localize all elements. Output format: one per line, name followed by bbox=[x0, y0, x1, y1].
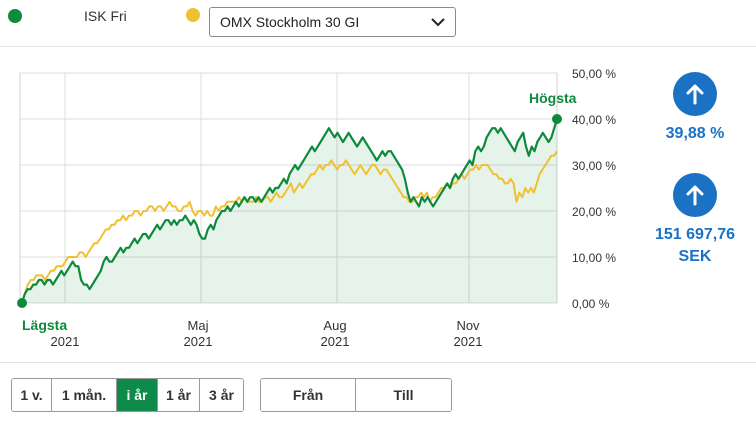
series-1-area bbox=[22, 119, 557, 303]
y-tick-label: 30,00 % bbox=[572, 159, 616, 173]
legend-series-1[interactable]: ISK Fri bbox=[8, 8, 127, 24]
x-tick-year: 2021 bbox=[184, 334, 213, 349]
index-select-value: OMX Stockholm 30 GI bbox=[220, 14, 360, 30]
index-select[interactable]: OMX Stockholm 30 GI bbox=[209, 7, 456, 37]
legend-series-2 bbox=[186, 8, 200, 22]
low-annotation: Lägsta bbox=[22, 317, 67, 333]
x-tick-year: 2021 bbox=[454, 334, 483, 349]
legend-series-1-label: ISK Fri bbox=[84, 8, 127, 24]
x-tick-year: 2021 bbox=[321, 334, 350, 349]
x-tick-month: Maj bbox=[188, 318, 209, 333]
range-button-1ar[interactable]: 1 år bbox=[158, 379, 200, 411]
date-range-selector: Från Till bbox=[260, 378, 452, 412]
range-button-3ar[interactable]: 3 år bbox=[200, 379, 243, 411]
y-tick-label: 10,00 % bbox=[572, 251, 616, 265]
return-percent-value: 39,88 % bbox=[665, 125, 725, 142]
y-tick-label: 50,00 % bbox=[572, 67, 616, 81]
range-selector: 1 v. 1 mån. i år 1 år 3 år bbox=[11, 378, 244, 412]
high-annotation: Högsta bbox=[529, 90, 577, 106]
range-button-1man[interactable]: 1 mån. bbox=[52, 379, 117, 411]
x-tick-month: Aug bbox=[323, 318, 346, 333]
legend-dot-green-icon bbox=[8, 9, 22, 23]
series-2-line bbox=[21, 150, 558, 304]
y-tick-label: 20,00 % bbox=[572, 205, 616, 219]
return-amount-number: 151 697,76 bbox=[654, 226, 736, 243]
x-tick-month: Nov bbox=[456, 318, 480, 333]
return-amount-stat: 151 697,76 SEK bbox=[636, 173, 754, 268]
legend-dot-yellow-icon bbox=[186, 8, 200, 22]
range-button-1v[interactable]: 1 v. bbox=[12, 379, 52, 411]
performance-chart: 50,00 % 40,00 % 30,00 % 20,00 % 10,00 % 0,00 … bbox=[17, 67, 616, 349]
from-date-button[interactable]: Från bbox=[261, 379, 356, 411]
arrow-up-icon bbox=[673, 173, 717, 217]
divider-top bbox=[0, 46, 756, 47]
y-tick-label: 0,00 % bbox=[572, 297, 610, 311]
range-button-i-ar[interactable]: i år bbox=[117, 379, 158, 411]
y-tick-label: 40,00 % bbox=[572, 113, 616, 127]
high-point-marker bbox=[552, 114, 562, 124]
series-1-line bbox=[20, 118, 559, 304]
chevron-down-icon bbox=[431, 17, 445, 26]
return-amount-currency: SEK bbox=[678, 248, 712, 265]
return-amount-value: 151 697,76 SEK bbox=[655, 224, 735, 268]
arrow-up-icon bbox=[673, 72, 717, 116]
to-date-button[interactable]: Till bbox=[356, 379, 451, 411]
low-point-marker bbox=[17, 298, 27, 308]
return-percent-stat: 39,88 % bbox=[650, 72, 740, 145]
x-tick-year: 2021 bbox=[51, 334, 80, 349]
divider-bottom bbox=[0, 362, 756, 363]
